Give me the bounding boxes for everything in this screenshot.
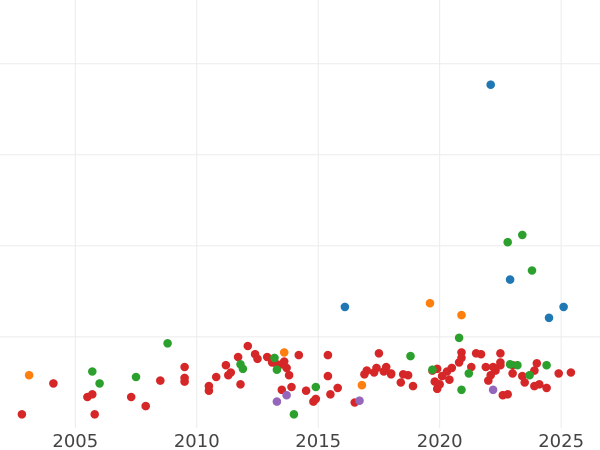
scatter-point — [372, 363, 381, 373]
scatter-point — [503, 390, 512, 399]
scatter-point — [476, 349, 486, 359]
scatter-point — [535, 380, 544, 389]
scatter-point — [457, 385, 466, 395]
x-tick-label: 2020 — [417, 431, 463, 450]
scatter-point — [226, 368, 236, 377]
scatter-point — [554, 369, 563, 378]
scatter-point — [454, 333, 464, 343]
scatter-point — [525, 370, 534, 380]
scatter-point — [435, 380, 445, 389]
scatter-point — [355, 396, 364, 406]
scatter-point — [163, 339, 172, 348]
scatter-point — [505, 275, 515, 284]
scatter-point — [406, 351, 415, 361]
scatter-point — [508, 369, 517, 378]
scatter-point — [486, 80, 496, 89]
scatter-point — [284, 370, 294, 380]
scatter-point — [180, 362, 189, 372]
scatter-point — [520, 378, 529, 387]
scatter-point — [457, 348, 466, 357]
scatter-point — [311, 382, 321, 392]
x-tick-label: 2015 — [295, 431, 341, 450]
scatter-point — [496, 358, 505, 367]
scatter-point — [301, 386, 311, 396]
scatter-point — [272, 365, 282, 375]
scatter-point — [340, 302, 350, 312]
x-tick-label: 2010 — [174, 431, 220, 450]
scatter-point — [445, 375, 454, 385]
x-tick-label: 2005 — [52, 431, 98, 450]
scatter-point — [238, 364, 248, 374]
scatter-point — [527, 266, 537, 275]
scatter-point — [381, 362, 391, 372]
scatter-point — [272, 397, 282, 406]
scatter-point — [566, 368, 576, 377]
scatter-point — [287, 382, 296, 392]
scatter-point — [253, 354, 262, 364]
scatter-point — [496, 349, 505, 358]
scatter-point — [88, 390, 97, 399]
scatter-point — [457, 310, 466, 320]
scatter-point — [180, 373, 189, 383]
x-axis-tick-labels: 2005 2010 2015 2020 2025 — [52, 431, 584, 450]
scatter-point — [403, 370, 413, 380]
scatter-point — [323, 350, 333, 360]
scatter-point — [211, 372, 221, 382]
scatter-point — [88, 367, 97, 376]
scatter-point — [282, 363, 291, 373]
scatter-point — [447, 363, 457, 373]
scatter-point — [17, 410, 27, 419]
scatter-point — [243, 341, 253, 351]
scatter-point — [141, 401, 150, 411]
scatter-point — [542, 383, 551, 393]
gridlines — [0, 0, 600, 428]
scatter-point — [126, 392, 136, 402]
scatter-point — [481, 362, 491, 372]
scatter-point — [505, 360, 515, 369]
scatter-point — [333, 383, 343, 393]
scatter-point — [323, 371, 333, 381]
scatter-point — [311, 394, 321, 404]
scatter-point — [204, 386, 214, 396]
scatter-point — [357, 380, 367, 390]
scatter-point — [279, 348, 289, 357]
scatter-point — [542, 360, 551, 370]
scatter-point — [90, 410, 99, 419]
scatter-point — [488, 385, 498, 395]
scatter-point — [559, 302, 568, 312]
scatter-point — [156, 376, 165, 385]
scatter-point — [289, 410, 299, 419]
scatter-point — [544, 313, 554, 323]
scatter-point — [532, 359, 542, 368]
scatter-point — [408, 381, 418, 391]
scatter-point — [236, 380, 245, 389]
scatter-point — [396, 378, 406, 387]
scatter-point — [374, 349, 384, 358]
scatter-point — [95, 379, 104, 388]
x-tick-label: 2025 — [538, 431, 584, 450]
data-points — [17, 80, 576, 419]
scatter-point — [49, 379, 58, 388]
scatter-point — [282, 390, 291, 400]
scatter-point — [428, 365, 437, 375]
scatter-point — [503, 237, 512, 247]
scatter-point — [24, 370, 34, 380]
scatter-point — [131, 372, 141, 382]
scatter-point — [294, 350, 304, 360]
scatter-point — [270, 353, 279, 363]
scatter-point — [518, 230, 527, 240]
scatter-point — [425, 298, 435, 308]
scatter-point — [221, 360, 231, 370]
scatter-point — [362, 366, 372, 375]
scatter-point — [386, 370, 396, 379]
scatter-point — [326, 390, 335, 399]
scatter-point — [233, 352, 243, 362]
scatter-point — [464, 369, 474, 378]
scatter-point — [513, 360, 522, 370]
